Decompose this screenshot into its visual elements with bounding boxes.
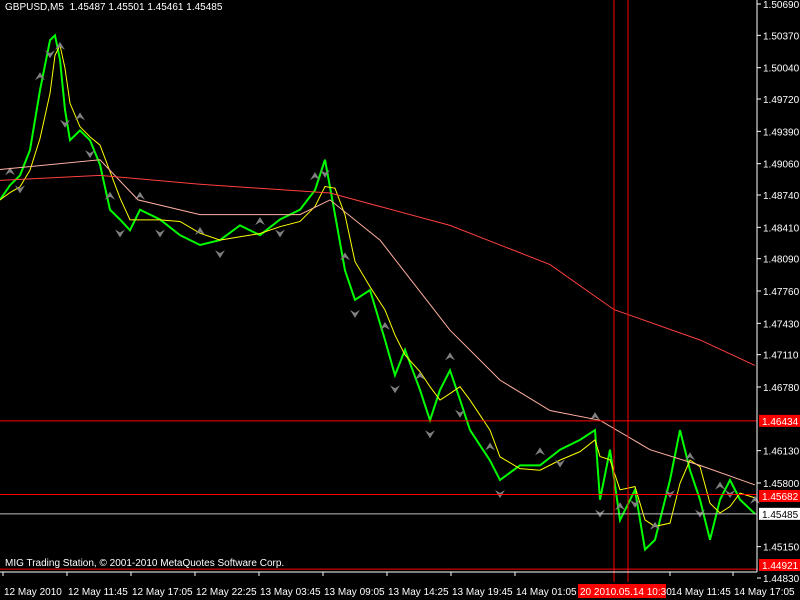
fractal-up-icon [35, 72, 45, 81]
fractal-up-icon [535, 447, 545, 456]
fractal-up-icon [75, 112, 85, 121]
price-tick-label: 1.46130 [763, 447, 800, 458]
time-tick-label: 13 May 14:25 [388, 587, 449, 598]
fractal-up-icon [55, 41, 65, 50]
fractal-down-icon [60, 119, 70, 128]
fractal-up-icon [380, 321, 390, 330]
fractal-down-icon [320, 169, 330, 178]
fractal-up-icon [310, 172, 320, 181]
price-tick-label: 1.50370 [763, 31, 800, 42]
fractal-down-icon [15, 185, 25, 194]
fractal-down-icon [215, 250, 225, 259]
fractal-up-icon [590, 412, 600, 421]
fractal-down-icon [390, 385, 400, 394]
time-tick-label: 12 May 2010 [4, 587, 62, 598]
price-tick-label: 1.49720 [763, 95, 800, 106]
hline-label-bg [759, 414, 800, 427]
price-tick-label: 1.47760 [763, 287, 800, 298]
slow_ma-line [0, 174, 756, 366]
hline-label: 1.45682 [762, 492, 799, 503]
chart-header: GBPUSD,M5 1.45487 1.45501 1.45461 1.4548… [5, 2, 222, 13]
hline-label-bg [759, 489, 800, 502]
fractal-down-icon [115, 229, 125, 238]
fractal-up-icon [195, 226, 205, 235]
price-tick-label: 1.49060 [763, 160, 800, 171]
fractal-down-icon [555, 459, 565, 468]
time-tick-label: 13 May 19:45 [452, 587, 513, 598]
fractal-down-icon [425, 430, 435, 439]
fractal-down-icon [85, 150, 95, 159]
fast-ma-line [0, 43, 756, 527]
time-tick-label: 14 May 11:45 [671, 587, 731, 598]
mid_ma-line [0, 159, 756, 486]
time-tick-label: 14 May 01:05 [516, 587, 577, 598]
price-tick-label: 1.46780 [763, 383, 800, 394]
price-tick-label: 1.47430 [763, 319, 800, 330]
bid-label-bg [759, 507, 800, 520]
symbol-label: GBPUSD,M5 [5, 2, 64, 13]
hline-label: 1.44921 [762, 561, 799, 572]
time-tick-label: 12 May 22:25 [196, 587, 257, 598]
fractal-up-icon [340, 252, 350, 261]
fractal-down-icon [155, 229, 165, 238]
fractal-down-icon [455, 409, 465, 418]
close-value: 1.45485 [186, 2, 223, 13]
time-tick-label: 13 May 03:45 [260, 587, 321, 598]
price-tick-label: 1.45800 [763, 479, 800, 490]
fractal-up-icon [685, 452, 695, 461]
open-value: 1.45487 [69, 2, 106, 13]
price-tick-label: 1.47110 [763, 351, 799, 362]
bid-label: 1.45485 [762, 510, 799, 521]
time-tick-label: 12 May 11:45 [68, 587, 128, 598]
fractal-up-icon [445, 352, 455, 361]
crosshair-time-label: 20 2010.05.14 10:30 [580, 587, 672, 598]
crosshair-time-bg [578, 584, 666, 598]
price-line [0, 33, 756, 552]
fractal-up-icon [715, 481, 725, 490]
price-tick-label: 1.48090 [763, 255, 800, 266]
fractal-up-icon [135, 191, 145, 200]
low-value: 1.45461 [147, 2, 184, 13]
high-value: 1.45501 [108, 2, 145, 13]
hline-label-bg [759, 559, 800, 571]
fractal-down-icon [45, 50, 55, 59]
price-tick-label: 1.48410 [763, 223, 800, 234]
price-tick-label: 1.49390 [763, 127, 800, 138]
price-tick-label: 1.50040 [763, 64, 800, 75]
time-tick-label: 13 May 09:05 [324, 587, 385, 598]
fractal-up-icon [485, 442, 495, 451]
fractal-up-icon [5, 167, 15, 176]
price-tick-label: 1.45150 [763, 543, 800, 554]
time-tick-label: 14 May 17:05 [734, 587, 795, 598]
fractal-down-icon [275, 229, 285, 238]
fractal-up-icon [255, 217, 265, 226]
fractal-up-icon [105, 191, 115, 200]
price-tick-label: 1.48740 [763, 191, 800, 202]
fractal-down-icon [630, 499, 640, 508]
hline-label: 1.46434 [762, 417, 799, 428]
fractal-down-icon [350, 309, 360, 318]
copyright-label: MIG Trading Station, © 2001-2010 MetaQuo… [5, 558, 285, 569]
price-tick-label: 1.44830 [763, 574, 800, 585]
time-tick-label: 12 May 17:05 [132, 587, 193, 598]
price-tick-label: 1.50690 [763, 0, 800, 11]
fractal-up-icon [415, 371, 425, 380]
fractal-up-icon [615, 502, 625, 511]
fractal-up-icon [650, 521, 660, 530]
